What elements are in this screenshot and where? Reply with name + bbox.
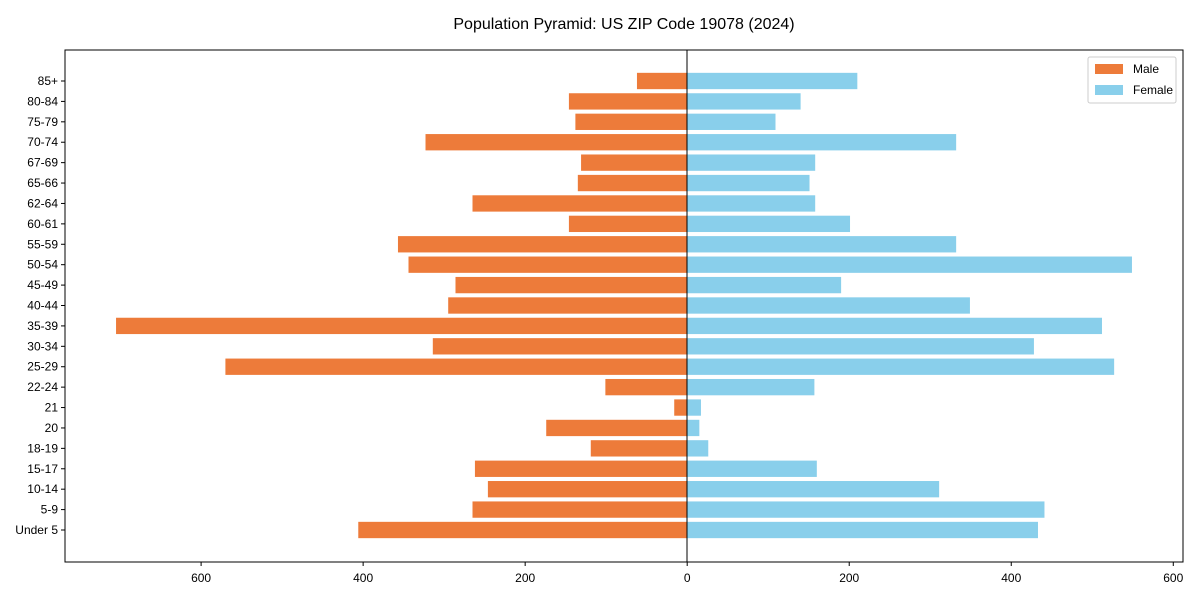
bar-male <box>472 501 688 518</box>
bar-female <box>687 276 842 294</box>
y-tick-label: 10-14 <box>27 482 58 496</box>
bar-male <box>432 338 688 355</box>
legend-swatch-female <box>1095 85 1123 95</box>
y-tick-label: 67-69 <box>27 156 58 170</box>
x-tick-label: 200 <box>839 571 859 585</box>
bar-male <box>474 460 688 477</box>
bar-male <box>397 236 688 253</box>
legend-swatch-male <box>1095 64 1123 74</box>
bar-male <box>605 378 688 396</box>
bar-female <box>687 521 1038 539</box>
y-tick-label: 50-54 <box>27 258 58 272</box>
bar-female <box>687 378 815 396</box>
bar-female <box>687 358 1115 375</box>
bar-female <box>687 399 701 416</box>
bar-male <box>568 93 688 110</box>
x-tick-label: 400 <box>353 571 373 585</box>
y-tick-label: 80-84 <box>27 94 58 108</box>
x-tick-label: 400 <box>1001 571 1021 585</box>
y-tick-label: 5-9 <box>41 503 59 517</box>
bar-male <box>472 195 688 212</box>
y-tick-label: 22-24 <box>27 380 58 394</box>
bar-female <box>687 174 810 192</box>
y-tick-label: 65-66 <box>27 176 58 190</box>
legend-label-male: Male <box>1133 62 1159 76</box>
y-tick-label: 45-49 <box>27 278 58 292</box>
y-tick-label: 40-44 <box>27 299 58 313</box>
y-tick-label: 85+ <box>38 74 58 88</box>
bar-female <box>687 460 817 477</box>
bar-male <box>546 419 688 437</box>
y-tick-label: 75-79 <box>27 115 58 129</box>
bar-female <box>687 338 1034 355</box>
legend-label-female: Female <box>1133 83 1173 97</box>
bar-female <box>687 236 957 253</box>
y-tick-label: 30-34 <box>27 339 58 353</box>
bar-male <box>674 399 688 416</box>
bar-female <box>687 113 776 130</box>
bar-female <box>687 501 1045 518</box>
bar-female <box>687 215 851 233</box>
bar-male <box>581 154 688 171</box>
y-tick-label: 18-19 <box>27 441 58 455</box>
bar-male <box>487 481 688 498</box>
x-tick-label: 600 <box>191 571 211 585</box>
legend: Male Female <box>1087 56 1177 104</box>
y-tick-label: 62-64 <box>27 196 58 210</box>
bar-female <box>687 419 700 437</box>
bar-female <box>687 317 1102 335</box>
bar-male <box>568 215 688 233</box>
chart-title: Population Pyramid: US ZIP Code 19078 (2… <box>453 16 794 33</box>
bar-female <box>687 134 957 151</box>
bar-male <box>455 276 688 294</box>
y-tick-label: 35-39 <box>27 319 58 333</box>
y-tick-label: 55-59 <box>27 237 58 251</box>
bar-female <box>687 93 801 110</box>
bar-female <box>687 481 940 498</box>
bar-male <box>636 72 688 90</box>
bar-male <box>448 297 688 314</box>
y-tick-label: 70-74 <box>27 135 58 149</box>
bar-male <box>225 358 688 375</box>
bar-male <box>358 521 688 539</box>
bar-female <box>687 297 970 314</box>
x-tick-label: 600 <box>1163 571 1183 585</box>
plot-frame <box>64 49 1184 563</box>
bar-female <box>687 256 1132 273</box>
y-tick-label: Under 5 <box>15 523 58 537</box>
bar-female <box>687 154 816 171</box>
bar-male <box>590 440 688 457</box>
bar-male <box>425 134 688 151</box>
bar-male <box>116 317 688 335</box>
y-tick-label: 60-61 <box>27 217 58 231</box>
y-tick-label: 25-29 <box>27 360 58 374</box>
bar-male <box>408 256 688 273</box>
bar-female <box>687 72 858 90</box>
y-tick-label: 20 <box>45 421 59 435</box>
bar-female <box>687 195 816 212</box>
bar-female <box>687 440 709 457</box>
bar-male <box>577 174 688 192</box>
bar-male <box>575 113 688 130</box>
y-tick-label: 15-17 <box>27 462 58 476</box>
y-tick-label: 21 <box>45 401 59 415</box>
x-tick-label: 200 <box>515 571 535 585</box>
x-tick-label: 0 <box>684 571 691 585</box>
